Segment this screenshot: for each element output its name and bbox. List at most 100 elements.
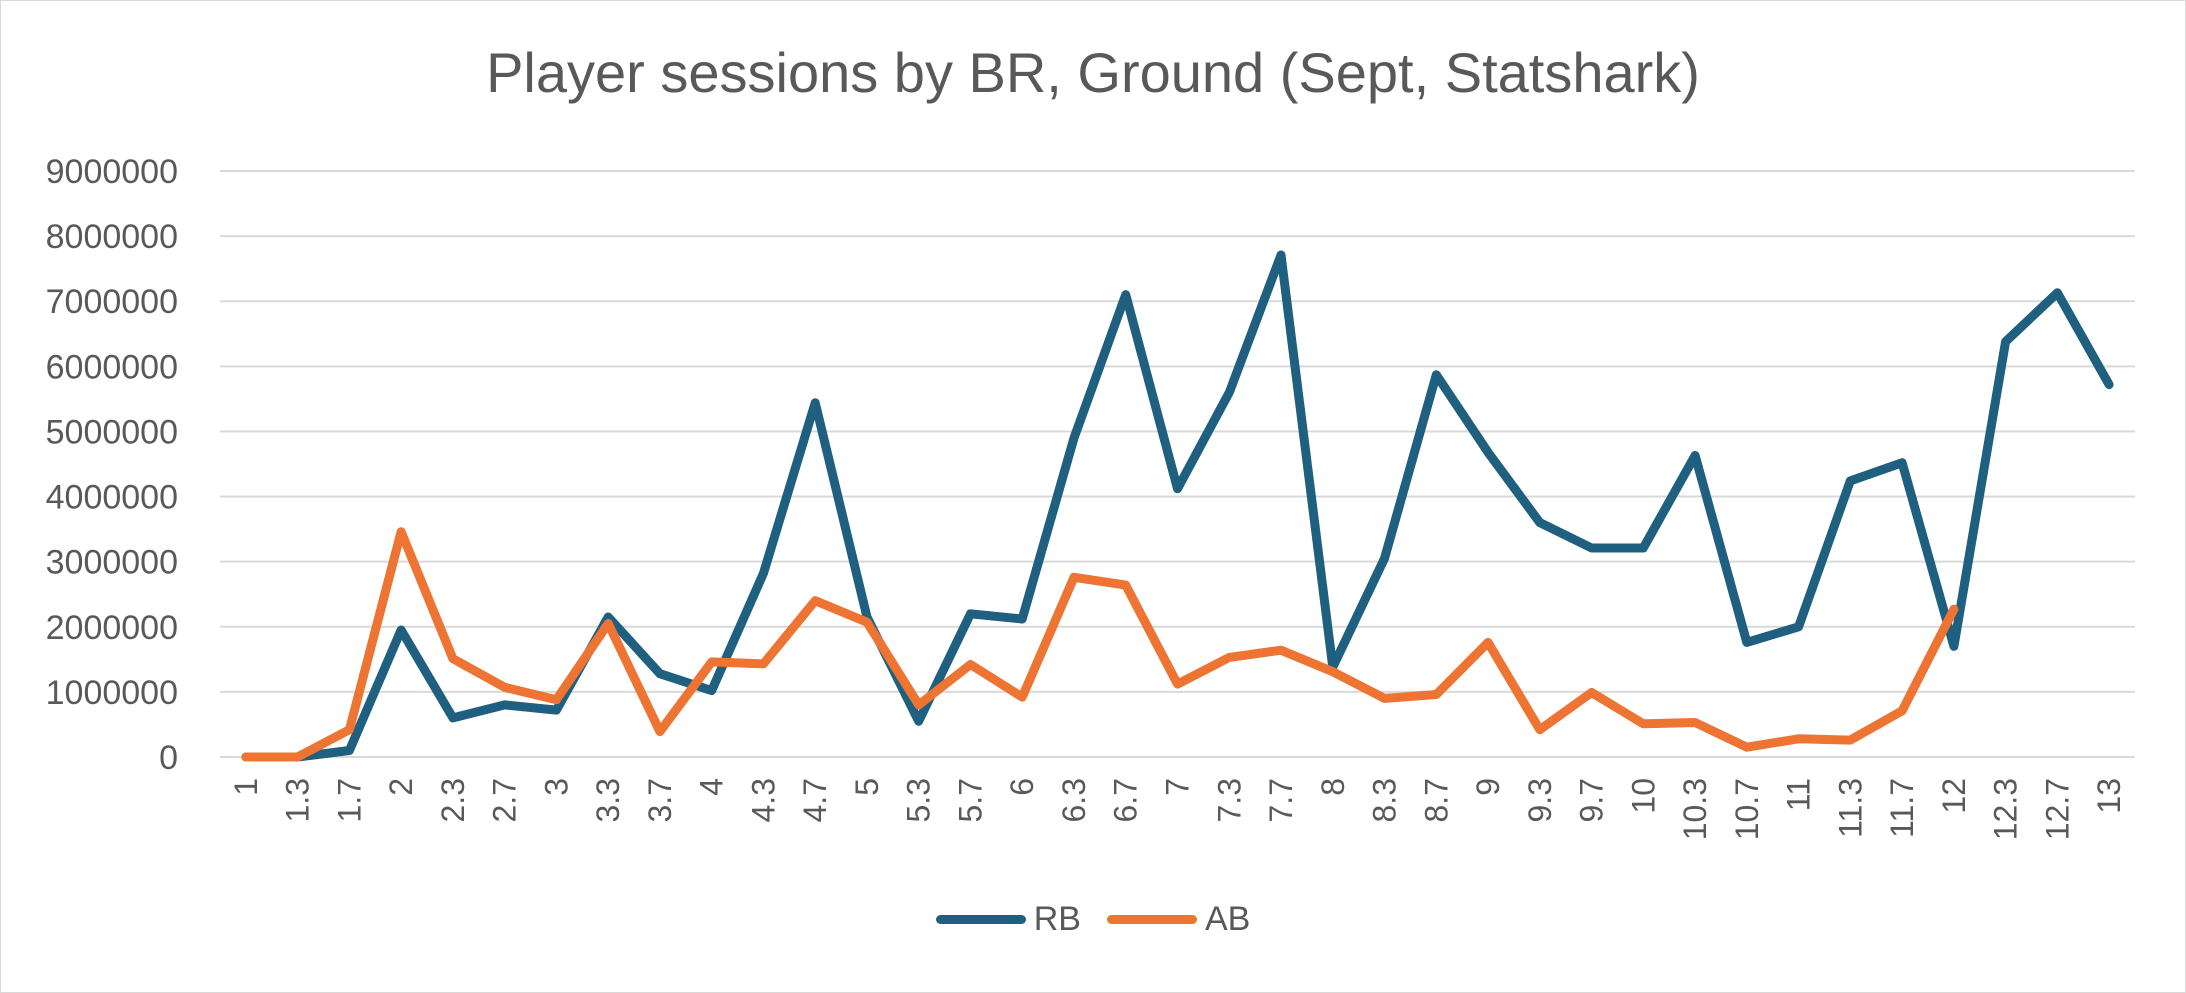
data-point-ab xyxy=(1021,696,1024,699)
x-tick-label: 4 xyxy=(694,778,730,796)
x-tick-label: 5.7 xyxy=(952,778,988,822)
data-point-ab xyxy=(865,621,868,624)
data-point-ab xyxy=(1538,728,1541,731)
x-axis-tick-labels: 1 1.3 1.7 2 2.3 2.7 3 3.3 3.7 4 4.3 4.7 5 5.3 5.7 6 6.3 6… xyxy=(228,778,2127,840)
data-point-rb xyxy=(1228,391,1231,394)
y-tick-label: 0 xyxy=(159,739,178,777)
x-tick-label: 7.3 xyxy=(1211,778,1247,822)
y-axis-tick-labels: 0 1000000 2000000 3000000 4000000 5000000 6000… xyxy=(46,153,178,777)
x-tick-label: 8.3 xyxy=(1367,778,1403,822)
data-point-rb xyxy=(1072,436,1075,439)
series-line-ab xyxy=(241,527,1959,762)
data-point-ab xyxy=(1435,693,1438,696)
data-point-rb xyxy=(1538,521,1541,524)
gridlines xyxy=(220,170,2135,758)
x-tick-label: 4.7 xyxy=(797,778,833,822)
x-tick-label: 11 xyxy=(1781,778,1817,811)
data-point-ab xyxy=(1642,722,1645,725)
legend: RB AB xyxy=(0,900,2186,939)
x-tick-label: 1.7 xyxy=(331,778,367,822)
y-tick-label: 1000000 xyxy=(46,674,178,712)
y-tick-label: 8000000 xyxy=(46,218,178,256)
x-tick-label: 10.7 xyxy=(1729,778,1765,840)
data-point-ab xyxy=(244,756,247,758)
data-point-rb xyxy=(2108,383,2111,386)
x-tick-label: 9.3 xyxy=(1522,778,1558,822)
x-tick-label: 7 xyxy=(1160,778,1196,796)
x-tick-label: 9 xyxy=(1470,778,1506,796)
data-point-rb xyxy=(762,572,765,575)
data-point-ab xyxy=(658,730,661,733)
y-tick-label: 3000000 xyxy=(46,544,178,582)
x-tick-label: 1.3 xyxy=(280,778,316,822)
data-point-rb xyxy=(1694,454,1697,457)
x-tick-label: 2.3 xyxy=(435,778,471,822)
x-tick-label: 13 xyxy=(2091,778,2127,814)
data-point-ab xyxy=(814,599,817,602)
data-point-ab xyxy=(1228,656,1231,659)
series-lines xyxy=(241,250,2114,762)
data-point-rb xyxy=(607,616,610,619)
data-point-ab xyxy=(917,703,920,706)
data-point-ab xyxy=(1487,641,1490,644)
x-tick-label: 8.7 xyxy=(1418,778,1454,822)
x-tick-label: 6.7 xyxy=(1108,778,1144,822)
data-point-ab xyxy=(1694,721,1697,724)
data-point-ab xyxy=(1849,739,1852,742)
data-point-ab xyxy=(503,686,506,689)
data-point-rb xyxy=(1176,487,1179,490)
data-point-rb xyxy=(1021,617,1024,620)
data-point-ab xyxy=(296,756,299,758)
data-point-rb xyxy=(1124,293,1127,296)
data-point-ab xyxy=(607,622,610,625)
y-tick-label: 5000000 xyxy=(46,413,178,451)
data-point-rb xyxy=(1383,557,1386,560)
data-point-rb xyxy=(1280,253,1283,256)
x-tick-label: 2.7 xyxy=(487,778,523,822)
data-point-ab xyxy=(400,530,403,533)
x-tick-label: 12.7 xyxy=(2039,778,2075,840)
data-point-ab xyxy=(1797,737,1800,740)
data-point-rb xyxy=(2056,291,2059,294)
data-point-rb xyxy=(400,629,403,632)
data-point-rb xyxy=(555,709,558,712)
data-point-ab xyxy=(762,662,765,665)
data-point-rb xyxy=(1901,461,1904,464)
data-point-rb xyxy=(1745,641,1748,644)
data-point-ab xyxy=(451,657,454,660)
y-tick-label: 9000000 xyxy=(46,153,178,191)
data-point-ab xyxy=(1383,697,1386,700)
legend-item-rb: RB xyxy=(935,900,1081,939)
data-point-rb xyxy=(814,401,817,404)
x-tick-label: 6.3 xyxy=(1056,778,1092,822)
data-point-rb xyxy=(1642,546,1645,549)
data-point-rb xyxy=(917,720,920,723)
data-point-ab xyxy=(555,698,558,701)
x-tick-label: 11.3 xyxy=(1832,778,1868,838)
data-point-ab xyxy=(1176,683,1179,686)
data-point-ab xyxy=(969,663,972,666)
data-point-rb xyxy=(503,703,506,706)
data-point-ab xyxy=(1952,608,1955,611)
x-tick-label: 3 xyxy=(538,778,574,796)
y-tick-label: 2000000 xyxy=(46,609,178,647)
x-tick-label: 2 xyxy=(383,778,419,796)
legend-label-ab: AB xyxy=(1204,900,1251,938)
x-tick-label: 5.3 xyxy=(901,778,937,822)
legend-label-rb: RB xyxy=(1033,900,1081,938)
x-tick-label: 12.3 xyxy=(1988,778,2024,840)
data-point-rb xyxy=(1435,373,1438,376)
data-point-rb xyxy=(658,672,661,675)
data-point-rb xyxy=(1797,625,1800,628)
data-point-rb xyxy=(1952,645,1955,648)
x-tick-label: 12 xyxy=(1936,778,1972,814)
data-point-rb xyxy=(1849,479,1852,482)
data-point-rb xyxy=(1487,451,1490,454)
x-tick-label: 1 xyxy=(228,778,264,796)
data-point-rb xyxy=(348,749,351,752)
data-point-ab xyxy=(710,660,713,663)
data-point-ab xyxy=(1280,649,1283,652)
chart-title: Player sessions by BR, Ground (Sept, Sta… xyxy=(486,41,1700,104)
y-tick-label: 7000000 xyxy=(46,283,178,321)
